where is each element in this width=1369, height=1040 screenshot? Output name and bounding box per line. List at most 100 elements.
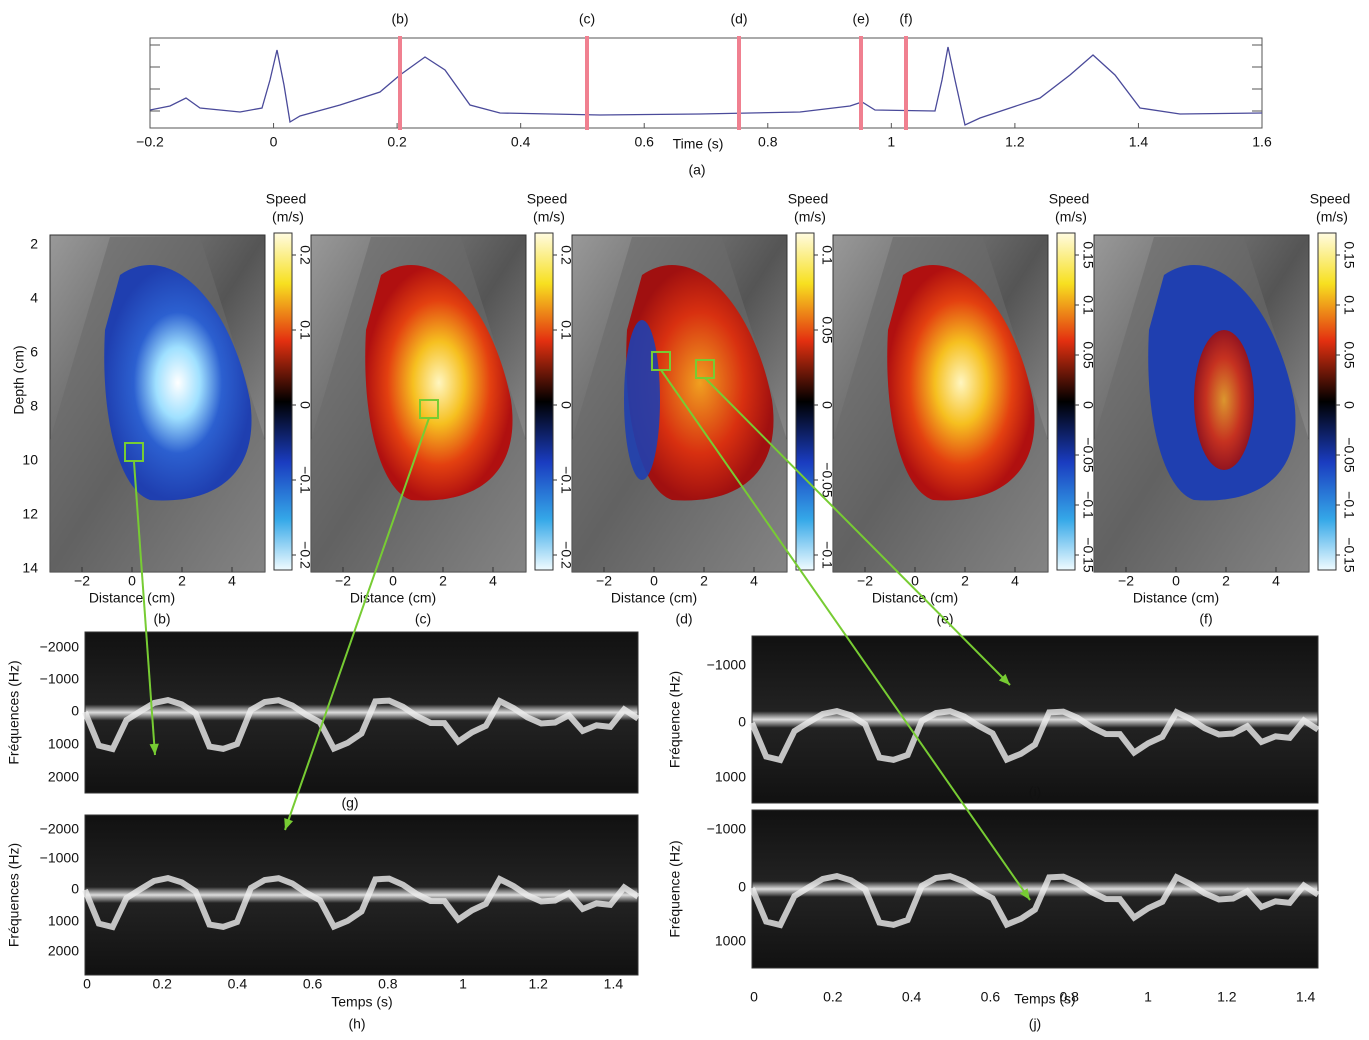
x-tick-label: 0.8 [1059,989,1079,1005]
flow-region [104,264,252,501]
x-tick-label: 0.8 [758,134,778,150]
x-axis-label: Distance (cm) [611,590,697,606]
colorbar [534,232,554,571]
y-tick-label: −1000 [40,850,80,866]
x-tick-label: 0 [83,976,91,992]
colorbar [1056,232,1076,571]
colorbar-tick-label: 0.1 [297,320,313,340]
colorbar-unit: (m/s) [1316,209,1348,225]
y-tick-label: −2000 [40,639,80,655]
flow-region [626,264,774,501]
colorbar [1317,232,1337,571]
caption: (f) [1199,611,1212,627]
spectrogram [84,631,639,794]
marker-label: (e) [852,11,869,27]
colorbar-tick-label: 0.1 [1080,295,1096,315]
colorbar-tick-label: −0.05 [1341,437,1357,473]
x-tick-label: 1.4 [604,976,624,992]
y-tick-label: 2 [30,236,38,252]
x-tick-label: 4 [1272,573,1280,589]
x-tick-label: 0.2 [823,989,843,1005]
label-bg [670,136,726,153]
y-axis-label: Depth (cm) [11,345,27,414]
arrow [133,461,156,756]
spectral-trace [82,874,640,931]
x-tick-label: 1.2 [1005,134,1025,150]
x-tick-label: 0.6 [981,989,1001,1005]
colorbar-unit: (m/s) [1055,209,1087,225]
x-tick-label: 0.4 [902,989,922,1005]
x-tick-label: 0.2 [387,134,407,150]
colorbar-tick-label: 0 [297,401,313,409]
marker-label: (b) [391,11,408,27]
y-tick-label: 1000 [715,769,746,785]
ecg-frame [149,37,1263,129]
colorbar-tick-label: −0.2 [558,541,574,569]
colorbar-tick-label: 0.05 [1080,341,1096,368]
caption: (h) [348,1016,365,1032]
flow-region [365,264,513,501]
y-tick-label: 4 [30,290,38,306]
colorbar-tick-label: 0.15 [1080,241,1096,268]
arrow-head [149,743,159,755]
y-tick-label: 1000 [48,913,79,929]
arrow-head [998,673,1010,685]
arrow [704,377,1011,686]
x-tick-label: 1.2 [528,976,548,992]
x-tick-label: 0.8 [378,976,398,992]
colorbar-tick-label: 0.15 [1341,241,1357,268]
colorbar-tick-label: −0.05 [819,462,835,498]
x-tick-label: 1 [1144,989,1152,1005]
colorbar-tick-label: 0.1 [558,320,574,340]
y-tick-label: −1000 [707,657,747,673]
x-tick-label: 4 [750,573,758,589]
marker-label: (c) [579,11,595,27]
x-axis-label: Distance (cm) [872,590,958,606]
x-tick-label: 2 [961,573,969,589]
x-tick-label: −0.2 [136,134,164,150]
x-tick-label: 1.6 [1252,134,1272,150]
x-axis-label: Temps (s) [1014,991,1075,1007]
roi-box [124,442,144,462]
flow-region [887,264,1035,501]
x-tick-label: 1 [459,976,467,992]
x-axis-label: Distance (cm) [1133,590,1219,606]
x-tick-label: −2 [596,573,612,589]
y-tick-label: 0 [738,879,746,895]
x-tick-label: −2 [1118,573,1134,589]
arrow [284,417,430,831]
x-tick-label: −2 [74,573,90,589]
x-tick-label: 0.4 [511,134,531,150]
x-tick-label: 4 [489,573,497,589]
caption: (c) [415,611,431,627]
colorbar [273,232,293,571]
caption: (g) [341,795,358,811]
x-tick-label: 0 [270,134,278,150]
flow-region [1194,330,1254,470]
colorbar-tick-label: 0 [558,401,574,409]
y-axis-label: Fréquences (Hz) [6,843,22,947]
colorbar-tick-label: 0.2 [297,245,313,265]
marker-label: (d) [730,11,747,27]
x-tick-label: 0 [650,573,658,589]
y-tick-label: 1000 [715,933,746,949]
colorbar-tick-label: −0.1 [297,466,313,494]
x-tick-label: −2 [857,573,873,589]
colorbar-title: Speed [1049,191,1089,207]
y-tick-label: 10 [22,452,38,468]
colorbar-tick-label: 0 [819,401,835,409]
spectral-trace [82,696,640,753]
colorbar-tick-label: 0 [1080,401,1096,409]
colorbar-unit: (m/s) [794,209,826,225]
colorbar-unit: (m/s) [272,209,304,225]
x-tick-label: 4 [1011,573,1019,589]
colorbar-tick-label: −0.15 [1341,537,1357,573]
x-tick-label: 0.6 [634,134,654,150]
arrow-head [284,818,294,830]
colorbar-title: Speed [527,191,567,207]
x-tick-label: 1.4 [1129,134,1149,150]
colorbar-tick-label: 0.1 [819,245,835,265]
x-axis-label: Temps (s) [331,994,392,1010]
x-tick-label: 2 [439,573,447,589]
x-tick-label: 1 [887,134,895,150]
